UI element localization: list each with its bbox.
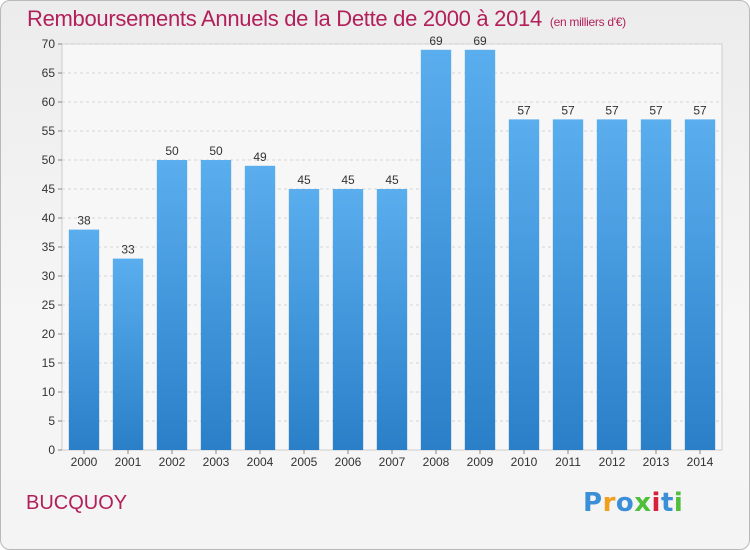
bar-value-label: 69 [473, 34, 487, 48]
bar-value-label: 45 [341, 173, 355, 187]
bar [464, 49, 496, 451]
bar-value-label: 57 [517, 103, 531, 117]
bar [420, 49, 452, 451]
bar [684, 119, 716, 451]
x-tick-label: 2013 [643, 455, 670, 469]
x-tick-label: 2003 [203, 455, 230, 469]
location-name: BUCQUOY [26, 492, 128, 514]
x-tick-label: 2000 [71, 455, 98, 469]
bar-value-label: 49 [253, 150, 267, 164]
y-tick-label: 0 [48, 443, 55, 457]
x-tick-label: 2014 [687, 455, 714, 469]
bar [552, 119, 584, 451]
bar-value-label: 69 [429, 34, 443, 48]
y-tick-label: 60 [42, 95, 56, 109]
bar [156, 160, 188, 450]
logo-letter: o [615, 488, 635, 518]
bar [288, 189, 320, 450]
logo-letter: i [651, 488, 661, 518]
bar [244, 165, 276, 451]
logo-letter: P [583, 488, 603, 518]
bar [640, 119, 672, 451]
y-tick-label: 35 [42, 240, 56, 254]
x-tick-label: 2012 [599, 455, 626, 469]
y-tick-label: 20 [42, 327, 56, 341]
bar-value-label: 45 [385, 173, 399, 187]
y-tick-label: 50 [42, 153, 56, 167]
bar-value-label: 45 [297, 173, 311, 187]
y-tick-label: 5 [48, 414, 55, 428]
x-tick-label: 2007 [379, 455, 406, 469]
y-tick-label: 65 [42, 66, 56, 80]
bar [596, 119, 628, 451]
logo-letter: x [634, 488, 652, 518]
x-tick-label: 2005 [291, 455, 318, 469]
y-axis-ticks: 0 5 10 15 20 25 30 35 40 45 50 55 60 65 70 [42, 37, 62, 457]
x-tick-label: 2004 [247, 455, 274, 469]
x-tick-label: 2010 [511, 455, 538, 469]
bar [332, 189, 364, 450]
bar-value-label: 57 [605, 103, 619, 117]
bar-value-label: 57 [693, 103, 707, 117]
chart-title: Remboursements Annuels de la Dette de 20… [27, 6, 626, 32]
bar [200, 160, 232, 450]
bar [112, 258, 144, 450]
bar-value-label: 33 [121, 243, 135, 257]
x-tick-label: 2011 [555, 455, 581, 469]
x-tick-label: 2009 [467, 455, 494, 469]
bar-value-label: 57 [649, 103, 663, 117]
x-tick-label: 2008 [423, 455, 450, 469]
y-tick-label: 70 [42, 37, 56, 51]
proxiti-logo: Proxiti [583, 488, 683, 518]
y-tick-label: 15 [42, 356, 56, 370]
chart-subtitle: (en milliers d'€) [549, 15, 626, 29]
bar-value-label: 50 [165, 144, 179, 158]
y-tick-label: 55 [42, 124, 56, 138]
logo-letter: r [602, 488, 616, 518]
bar-value-label: 57 [561, 103, 575, 117]
bar-value-label: 50 [209, 144, 223, 158]
logo-letter: t [660, 488, 674, 518]
logo-letter: i [673, 488, 684, 518]
y-tick-label: 25 [42, 298, 56, 312]
y-tick-label: 10 [42, 385, 56, 399]
y-tick-label: 45 [42, 182, 56, 196]
y-tick-label: 30 [42, 269, 56, 283]
bar [376, 189, 408, 450]
bar [508, 119, 540, 451]
y-tick-label: 40 [42, 211, 56, 225]
bars: 38 33 50 50 49 45 45 45 69 69 57 57 57 57 57 [68, 34, 716, 451]
x-tick-label: 2001 [115, 455, 142, 469]
x-tick-label: 2006 [335, 455, 362, 469]
x-tick-label: 2002 [159, 455, 186, 469]
x-axis-ticks: 2000 2001 2002 2003 2004 2005 2006 2007 2008 2009… [71, 450, 714, 469]
bar [68, 229, 100, 450]
chart-title-text: Remboursements Annuels de la Dette de 20… [27, 6, 542, 31]
bar-value-label: 38 [77, 214, 91, 228]
